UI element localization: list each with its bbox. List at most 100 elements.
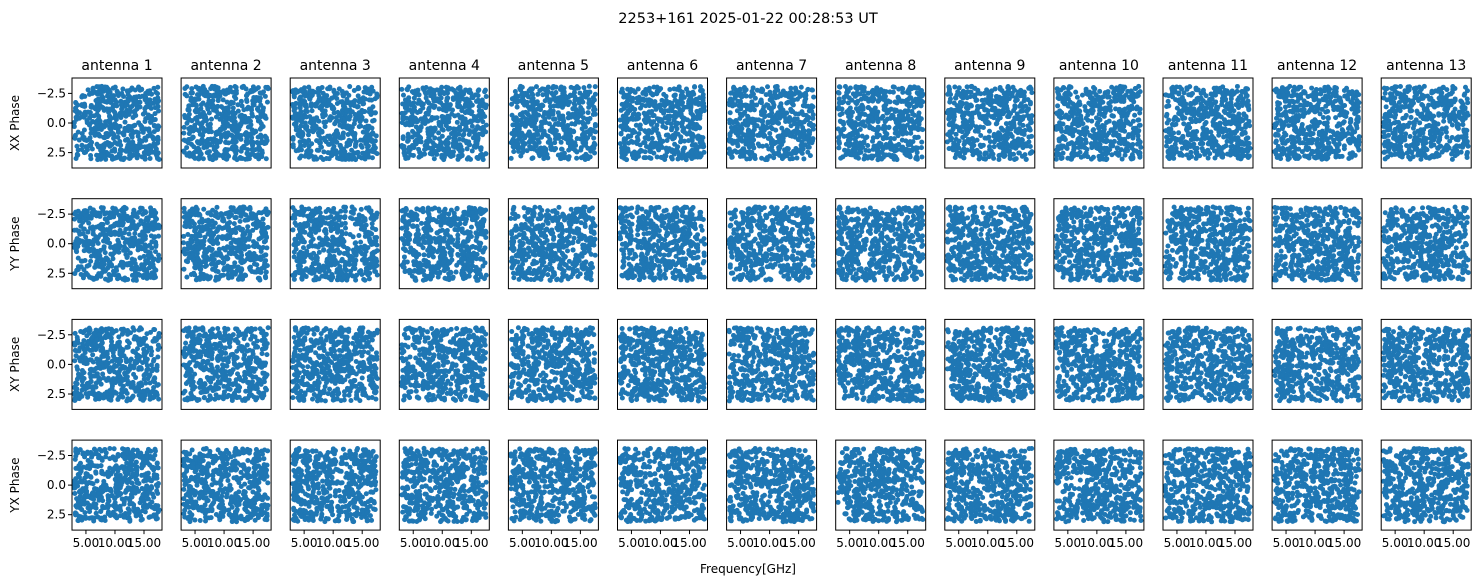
scatter-series <box>944 83 1035 163</box>
data-point <box>551 83 557 89</box>
data-point <box>95 157 101 163</box>
data-point <box>553 121 558 127</box>
data-point <box>968 103 974 109</box>
data-point <box>895 94 901 100</box>
data-point <box>746 138 752 144</box>
data-point <box>436 87 442 93</box>
data-point <box>512 131 518 137</box>
data-point <box>247 139 253 145</box>
scatter-series <box>726 84 817 163</box>
data-point <box>783 92 789 98</box>
data-point <box>561 135 567 141</box>
data-point <box>96 116 102 122</box>
data-point <box>95 108 101 114</box>
data-point <box>314 156 320 162</box>
data-point <box>836 138 842 144</box>
data-point <box>749 88 755 94</box>
data-point <box>443 123 449 129</box>
data-point <box>104 130 110 136</box>
data-point <box>668 121 674 127</box>
data-point <box>880 154 886 160</box>
data-point <box>233 95 239 101</box>
data-point <box>790 156 796 162</box>
data-point <box>125 98 131 104</box>
data-point <box>1074 116 1080 122</box>
data-point <box>153 123 159 129</box>
data-point <box>182 85 188 91</box>
data-point <box>306 84 312 90</box>
data-point <box>693 126 699 132</box>
data-point <box>853 85 859 91</box>
data-point <box>577 108 583 114</box>
data-point <box>946 131 952 137</box>
data-point <box>688 131 694 137</box>
data-point <box>257 145 263 151</box>
data-point <box>211 86 217 92</box>
data-point <box>769 126 775 132</box>
data-point <box>253 94 259 100</box>
data-point <box>469 148 475 154</box>
data-point <box>888 135 894 141</box>
data-point <box>332 133 338 139</box>
data-point <box>1084 146 1090 152</box>
data-point <box>120 156 126 162</box>
data-point <box>200 156 206 162</box>
data-point <box>974 97 980 103</box>
data-point <box>658 144 664 150</box>
data-point <box>589 145 595 151</box>
panel: antenna 7 <box>726 58 818 169</box>
data-point <box>958 94 964 100</box>
data-point <box>625 110 631 116</box>
data-point <box>117 147 123 153</box>
data-point <box>970 152 976 158</box>
data-point <box>679 155 685 161</box>
data-point <box>567 127 573 133</box>
data-point <box>1001 134 1007 140</box>
data-point <box>366 123 372 129</box>
data-point <box>405 131 411 137</box>
data-point <box>208 86 214 92</box>
data-point <box>1053 156 1059 162</box>
data-point <box>142 97 148 103</box>
panel-title: antenna 9 <box>954 58 1025 74</box>
data-point <box>187 153 193 159</box>
data-point <box>438 139 444 145</box>
data-point <box>810 115 816 121</box>
data-point <box>670 135 676 141</box>
data-point <box>399 110 405 116</box>
data-point <box>363 118 369 124</box>
data-point <box>406 146 412 152</box>
data-point <box>746 144 752 150</box>
data-point <box>251 87 257 93</box>
data-point <box>134 106 140 112</box>
data-point <box>440 107 446 113</box>
data-point <box>432 125 438 131</box>
data-point <box>313 103 319 109</box>
data-point <box>227 88 233 94</box>
data-point <box>1020 108 1026 114</box>
data-point <box>301 143 307 149</box>
data-point <box>75 152 81 158</box>
data-point <box>96 88 102 94</box>
data-point <box>849 97 855 103</box>
data-point <box>415 87 421 93</box>
panel-frame <box>617 77 708 169</box>
data-point <box>319 107 325 113</box>
data-point <box>699 88 705 94</box>
data-point <box>1003 121 1009 127</box>
data-point <box>1074 151 1080 157</box>
data-point <box>123 103 129 109</box>
data-point <box>315 86 321 92</box>
panel-title: antenna 3 <box>300 58 371 74</box>
data-point <box>902 129 908 135</box>
data-point <box>399 86 405 92</box>
panel-title: antenna 7 <box>736 58 807 74</box>
data-point <box>919 145 924 151</box>
data-point <box>306 143 312 149</box>
data-point <box>516 148 522 154</box>
data-point <box>748 149 754 155</box>
data-point <box>533 143 539 149</box>
data-point <box>572 121 578 127</box>
data-point <box>156 108 162 114</box>
data-point <box>960 148 966 154</box>
